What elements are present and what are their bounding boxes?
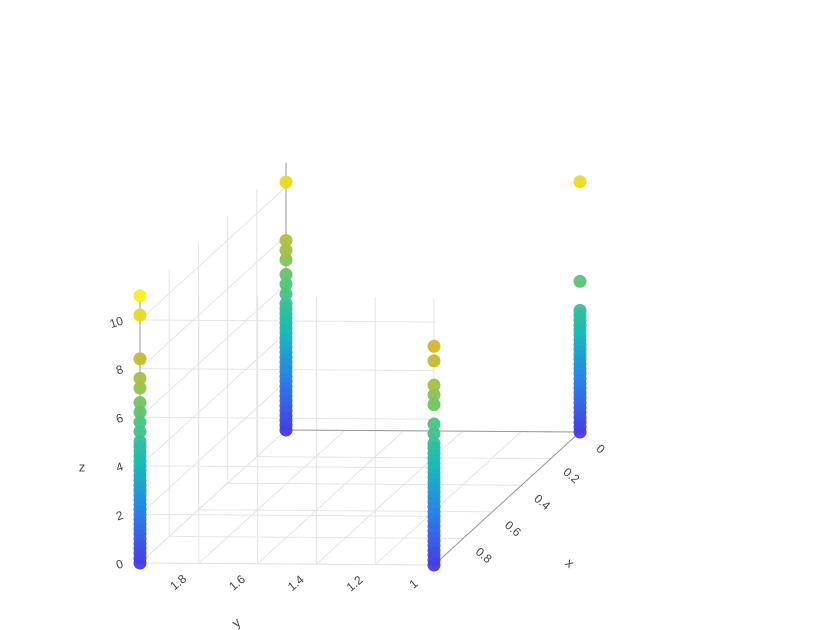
data-point[interactable] bbox=[133, 308, 147, 322]
z-tick-label: 0 bbox=[114, 556, 125, 571]
data-point[interactable] bbox=[279, 297, 293, 311]
axis-lines bbox=[139, 162, 581, 566]
x-axis-title: x bbox=[563, 555, 578, 571]
floor-gridline bbox=[198, 509, 493, 513]
floor-gridline bbox=[316, 430, 463, 565]
data-point[interactable] bbox=[427, 437, 441, 450]
z-tick-label: 6 bbox=[114, 411, 125, 426]
data-point[interactable] bbox=[133, 415, 147, 429]
data-point[interactable] bbox=[133, 396, 147, 410]
data-point[interactable] bbox=[133, 425, 147, 439]
wall-gridline bbox=[139, 562, 435, 566]
data-point[interactable] bbox=[279, 233, 293, 247]
z-axis-title: z bbox=[79, 459, 86, 474]
data-point[interactable] bbox=[133, 381, 147, 395]
x-tick-label: 0.6 bbox=[502, 518, 524, 540]
z-tick-label: 10 bbox=[108, 313, 125, 331]
data-point[interactable] bbox=[279, 277, 293, 291]
data-point[interactable] bbox=[133, 435, 147, 448]
floor-gridline bbox=[256, 456, 551, 460]
data-point[interactable] bbox=[427, 354, 441, 368]
data-point[interactable] bbox=[279, 267, 293, 281]
y-tick-label: 1.6 bbox=[226, 572, 248, 594]
y-tick-label: 1 bbox=[406, 576, 420, 591]
y-tick-label: 1.4 bbox=[285, 572, 307, 594]
x-tick-label: 0.2 bbox=[560, 465, 582, 487]
y-tick-label: 1.2 bbox=[344, 573, 366, 595]
wall-gridline bbox=[139, 381, 287, 515]
x-tick-label: 0.4 bbox=[531, 491, 553, 513]
z-tick-label: 4 bbox=[114, 459, 125, 474]
data-point[interactable] bbox=[279, 287, 293, 301]
data-point[interactable] bbox=[133, 405, 147, 419]
z-tick-label: 8 bbox=[114, 362, 125, 377]
data-point[interactable] bbox=[427, 398, 441, 412]
x-axis-line bbox=[433, 431, 581, 566]
data-point[interactable] bbox=[279, 253, 293, 267]
x-tick-label: 0 bbox=[594, 441, 608, 456]
data-point[interactable] bbox=[279, 243, 293, 257]
y-tick-label: 1.8 bbox=[167, 571, 189, 593]
wall-gridline bbox=[139, 283, 287, 418]
data-point[interactable] bbox=[427, 388, 441, 402]
data-point[interactable] bbox=[573, 175, 587, 189]
floor-gridline bbox=[227, 482, 522, 486]
data-point[interactable] bbox=[573, 304, 587, 317]
data-point[interactable] bbox=[427, 427, 441, 441]
floor-gridline bbox=[257, 430, 404, 565]
floor-gridline bbox=[198, 430, 346, 564]
wall-gridline bbox=[139, 332, 287, 467]
data-points[interactable] bbox=[133, 175, 587, 572]
data-point[interactable] bbox=[427, 339, 441, 353]
wall-gridline bbox=[139, 513, 435, 517]
x-tick-label: 0.8 bbox=[473, 545, 495, 567]
gridlines bbox=[139, 162, 581, 566]
wall-gridline bbox=[139, 429, 287, 564]
data-point[interactable] bbox=[133, 371, 147, 385]
data-point[interactable] bbox=[279, 175, 293, 189]
data-point[interactable] bbox=[573, 274, 587, 288]
z-tick-label: 2 bbox=[114, 508, 125, 523]
data-point[interactable] bbox=[427, 417, 441, 431]
data-point[interactable] bbox=[133, 352, 147, 366]
data-point[interactable] bbox=[427, 378, 441, 392]
y-axis-title: y bbox=[229, 614, 244, 630]
floor-gridline bbox=[374, 431, 522, 565]
data-point[interactable] bbox=[133, 289, 147, 303]
wall-gridline bbox=[139, 465, 435, 469]
wall-gridline bbox=[139, 186, 287, 321]
tick-labels: 0 0.2 0.4 0.6 0.8 1 1.2 1.4 1.6 1.8 0 2 4 6 8 10 bbox=[108, 313, 608, 594]
wall-gridline bbox=[139, 235, 287, 369]
